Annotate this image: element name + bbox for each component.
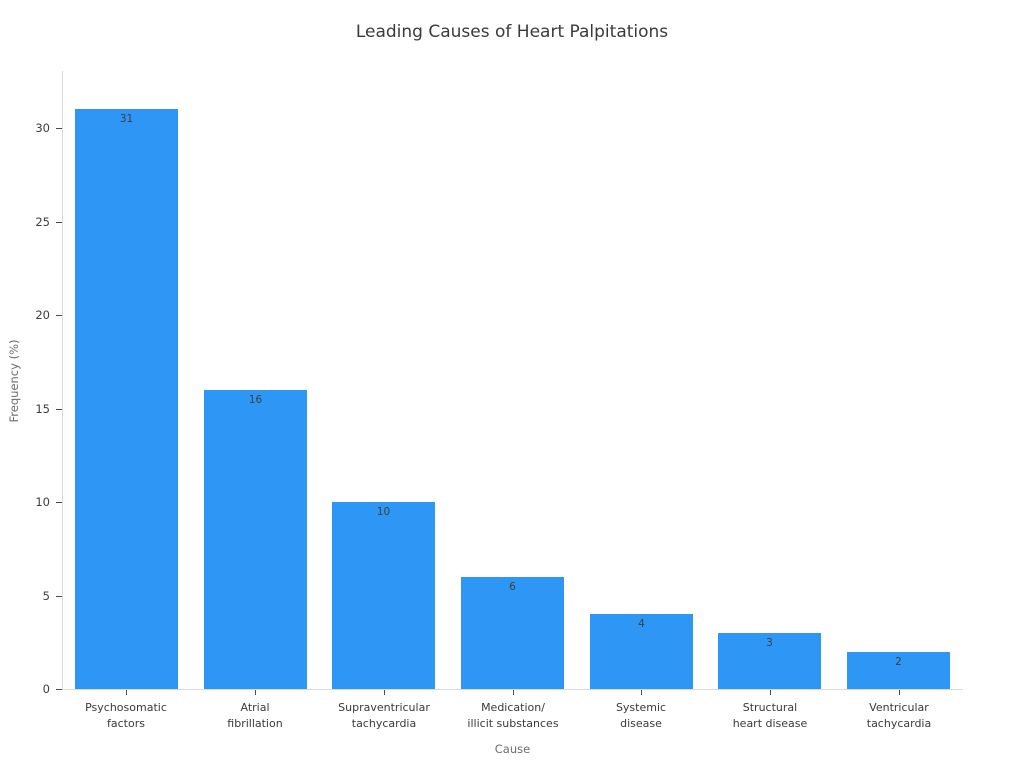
bar-value-label: 3	[766, 636, 773, 649]
y-axis-title: Frequency (%)	[7, 339, 21, 423]
x-tick-label: Atrial fibrillation	[227, 701, 283, 730]
x-tick-label: Supraventricular tachycardia	[338, 701, 430, 730]
y-tick-mark	[56, 689, 62, 690]
y-tick-mark	[56, 128, 62, 129]
y-tick-mark	[56, 408, 62, 410]
bar-7	[847, 651, 950, 689]
x-tick-mark	[899, 690, 900, 695]
x-tick-mark	[384, 690, 385, 695]
x-tick-mark	[641, 690, 642, 695]
bar-3	[332, 502, 435, 689]
chart-title: Leading Causes of Heart Palpitations	[355, 22, 669, 42]
bar-value-label: 6	[509, 580, 516, 593]
y-tick-label: 5	[42, 588, 50, 603]
bar-value-label: 2	[895, 655, 902, 668]
y-tick-mark	[56, 221, 62, 223]
bar-5	[590, 614, 693, 689]
bar-4	[461, 576, 564, 689]
x-tick-mark	[255, 690, 256, 695]
y-tick-label: 30	[35, 121, 50, 135]
y-tick-label: 10	[35, 495, 50, 509]
x-tick-label: Structural heart disease	[732, 701, 808, 730]
bar-1	[75, 109, 178, 689]
x-tick-label: Psychosomatic factors	[85, 701, 167, 730]
y-tick-label: 20	[35, 308, 50, 322]
bar-value-label: 16	[248, 393, 263, 406]
bar-value-label: 31	[119, 113, 134, 126]
y-tick-mark	[56, 315, 62, 316]
y-tick-mark	[56, 502, 62, 503]
y-tick-label: 25	[35, 214, 50, 229]
x-tick-label: Systemic disease	[615, 701, 667, 730]
x-tick-label: Medication/ illicit substances	[467, 701, 559, 730]
x-tick-mark	[513, 690, 514, 695]
x-tick-mark	[770, 690, 771, 695]
y-tick-mark	[56, 595, 62, 597]
y-axis-line	[62, 71, 63, 690]
x-tick-mark	[126, 690, 127, 695]
bar-value-label: 10	[376, 506, 391, 518]
bar-6	[718, 632, 821, 689]
bar-value-label: 4	[638, 618, 645, 631]
y-tick-label: 15	[35, 401, 50, 416]
x-axis-title: Cause	[494, 742, 531, 756]
x-axis-line	[62, 689, 963, 690]
x-tick-label: Ventricular tachycardia	[866, 701, 932, 730]
bar-2	[204, 389, 307, 689]
y-tick-label: 0	[42, 682, 50, 696]
